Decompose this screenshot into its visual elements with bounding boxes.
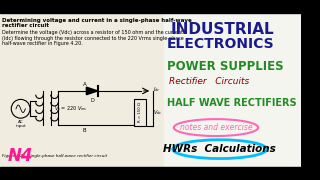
- Text: half-wave rectifier in Figure 4.20.: half-wave rectifier in Figure 4.20.: [2, 41, 83, 46]
- Text: HWRs  Calculations: HWRs Calculations: [164, 144, 276, 154]
- Text: $I_{dc}$: $I_{dc}$: [153, 85, 161, 94]
- Text: INDUSTRIAL: INDUSTRIAL: [171, 22, 275, 37]
- Bar: [134, 99, 146, 126]
- Text: ELECTRONICS: ELECTRONICS: [167, 37, 275, 51]
- Text: D: D: [90, 98, 94, 104]
- Text: HALF WAVE RECTIFIERS: HALF WAVE RECTIFIERS: [167, 98, 297, 107]
- Text: $V_s$ = 220 $V_{ms}$: $V_s$ = 220 $V_{ms}$: [54, 104, 87, 113]
- Bar: [0, 5, 300, 13]
- Text: A: A: [83, 82, 86, 87]
- Text: (Idc) flowing through the resistor connected to the 220 Vrms single-phase: (Idc) flowing through the resistor conne…: [2, 35, 184, 40]
- Text: AC: AC: [18, 120, 23, 124]
- Bar: [0, 167, 300, 175]
- Bar: [0, 13, 164, 167]
- Text: B: B: [83, 128, 86, 132]
- Text: notes and exercise: notes and exercise: [180, 123, 252, 132]
- Text: Rectifier   Circuits: Rectifier Circuits: [169, 77, 249, 86]
- Bar: [164, 13, 300, 167]
- Text: POWER SUPPLIES: POWER SUPPLIES: [167, 60, 284, 73]
- Text: Determine the voltage (Vdc) across a resistor of 150 ohm and the current: Determine the voltage (Vdc) across a res…: [2, 30, 183, 35]
- Text: Figure 4.20: Single-phase half-wave rectifier circuit: Figure 4.20: Single-phase half-wave rect…: [2, 154, 107, 158]
- Text: N4: N4: [7, 147, 33, 165]
- Text: input: input: [15, 124, 26, 128]
- Text: Determining voltage and current in a single-phase half-wave: Determining voltage and current in a sin…: [2, 18, 192, 23]
- Text: R = 150 Ω: R = 150 Ω: [138, 103, 142, 122]
- Text: $V_{dc}$: $V_{dc}$: [153, 108, 162, 117]
- Text: rectifier circuit: rectifier circuit: [2, 23, 49, 28]
- Polygon shape: [86, 87, 98, 95]
